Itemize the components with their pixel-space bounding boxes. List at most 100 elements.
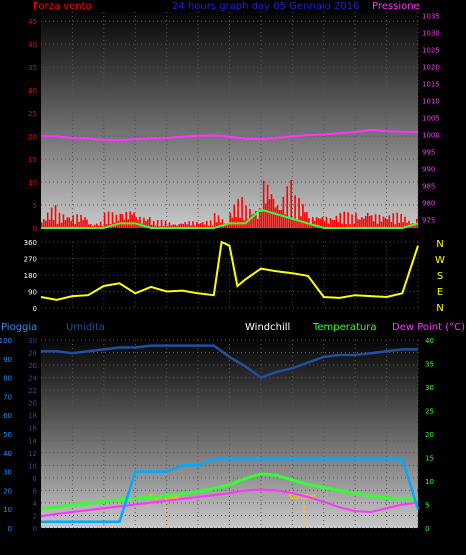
wind-bar [154,225,157,228]
wind-bar [298,198,300,228]
wind-bar [278,209,281,228]
humidity-y-tick-label: 26 [28,362,37,370]
x-tick-label: 06 [131,541,140,549]
rain-y-tick-label: 0 [8,525,12,533]
direction-y-tick-label: 0 [33,305,37,313]
pressure-y-tick-label: 1025 [422,46,440,54]
humidity-y-tick-label: 0 [33,525,37,533]
temperature-y-tick-label: 0 [425,525,429,533]
wind-bar [319,218,322,228]
direction-y-tick-label: 90 [28,289,37,297]
wind-bar [82,220,84,228]
wind-bar [329,218,332,228]
wind-bar [205,220,208,228]
x-tick-label: 16 [288,232,297,240]
wind-y-tick-label: 40 [28,41,37,49]
pressure-axis-label: Pressione [372,1,420,12]
wind-bar [44,220,47,228]
x-tick-label: 18 [319,541,328,549]
wind-bar [247,218,249,228]
temperature-y-tick-label: 15 [425,455,434,463]
wind-y-tick-label: 10 [28,179,37,187]
wind-bar [198,223,200,228]
wind-bar [392,213,395,228]
temp-series [40,344,420,523]
sunset-label: Sun Set [289,493,316,501]
pressure-y-ticks: 975 980 985 990 995 1000 1005 1010 1015 1020 1025 1… [422,12,440,224]
wind-bar [84,217,86,228]
x-tick-label: 02 [68,541,77,549]
pressure-y-tick-label: 1005 [422,114,440,122]
rain-line [41,457,420,523]
wind-bar [394,224,397,228]
humidity-y-tick-label: 16 [28,425,37,433]
wind-bar [355,213,357,228]
wind-y-tick-label: 5 [33,202,37,210]
x-tick-label: 22 [382,232,391,240]
wind-bar [302,204,304,228]
wind-bar [131,214,133,228]
humidity-y-tick-label: 24 [28,375,37,383]
wind-bar [270,194,273,228]
temperature-y-tick-label: 40 [425,337,434,345]
wind-bar [178,224,181,228]
x-tick-label: 08 [162,541,171,549]
wind-bar [264,203,267,228]
humidity-y-tick-label: 2 [33,512,37,520]
gust-line [41,208,419,229]
humidity-y-tick-label: 4 [33,500,38,508]
pressure-y-tick-label: 975 [422,216,435,224]
wind-bar [396,212,399,228]
x-ticks-bottom: 02 04 06 08 10 12 14 16 18 20 22 00 [68,541,423,549]
wind-bar [323,221,326,228]
rain-y-tick-label: 100 [0,337,12,345]
wind-axis-label: Forza vento [33,1,92,12]
wind-bar [194,225,196,228]
wind-bar [398,222,400,228]
x-tick-label: 10 [194,541,203,549]
wind-bar [384,218,387,228]
humidity-y-tick-label: 22 [28,387,37,395]
wind-bar [253,213,255,228]
x-tick-label: 14 [256,541,265,549]
wind-bar [170,225,173,228]
wind-y-tick-label: 0 [33,225,37,233]
wind-bar [361,217,363,228]
wind-bar [262,180,265,228]
rain-y-tick-label: 90 [3,356,12,364]
wind-bar [288,216,291,228]
x-tick-label: 14 [256,232,265,240]
rain-y-tick-label: 70 [3,393,12,401]
wind-bar [54,205,57,228]
humidity-y-tick-label: 30 [28,337,37,345]
wind-bar [203,224,206,228]
wind-bar [255,210,257,228]
wind-bar [133,212,135,228]
wind-bar [68,217,71,228]
wind-bar [174,224,177,228]
wind-bar [160,219,163,228]
wind-bar [260,211,263,228]
wind-bar [225,223,228,228]
wind-bar [306,211,308,228]
wind-bar [80,214,82,228]
wind-bar [166,225,169,228]
wind-bar [182,223,184,228]
wind-bar [347,212,349,228]
humidity-y-tick-label: 20 [28,400,37,408]
direction-grid [41,241,419,309]
wind-bar [327,223,330,228]
wind-bar [172,224,175,228]
wind-bar [374,214,377,228]
pressure-y-tick-label: 990 [422,165,435,173]
wind-bar [414,223,416,228]
wind-bar [60,222,63,228]
wind-bar [90,224,92,228]
temp-grid [41,339,419,529]
rain-y-tick-label: 40 [3,450,12,458]
wind-bar [331,219,334,228]
wind-bar [221,219,224,228]
wind-y-ticks: 0 5 10 15 20 25 30 35 40 45 [28,18,37,233]
